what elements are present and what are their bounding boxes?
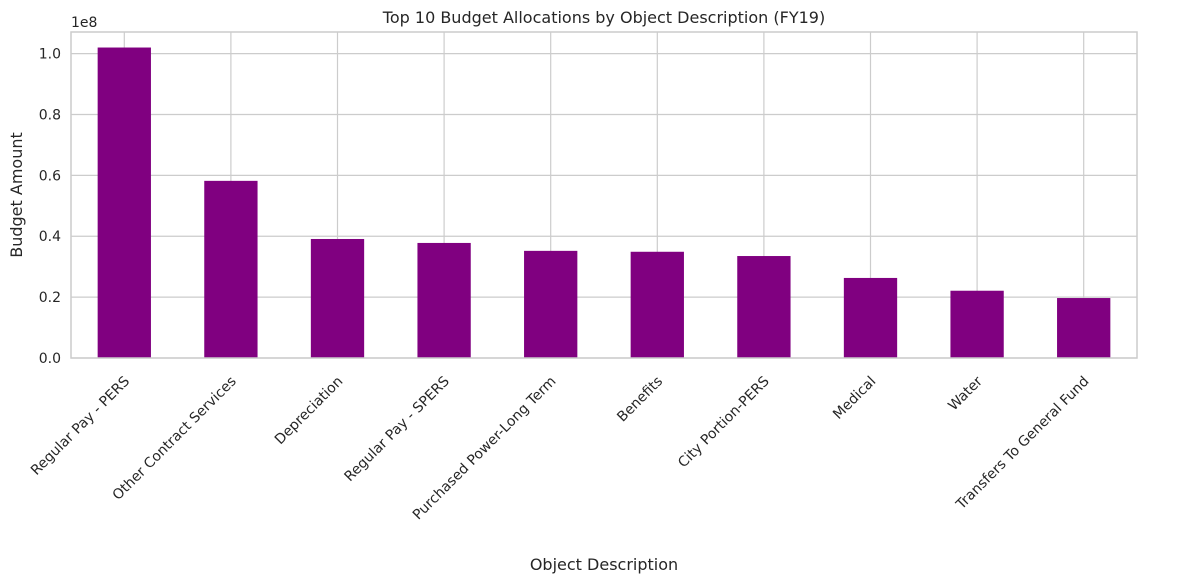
bar-benefits (630, 251, 684, 358)
y-tick-label: 0.8 (39, 107, 61, 123)
bar-medical (843, 277, 898, 358)
y-tick-label: 0.2 (39, 290, 61, 306)
y-tick-labels: 0.0 0.2 0.4 0.6 0.8 1.0 (39, 47, 61, 367)
y-axis-label: Budget Amount (7, 132, 26, 258)
x-tick-label: Benefits (614, 374, 666, 426)
bar-purchased-power-long-term (524, 250, 578, 358)
y-tick-label: 0.6 (39, 168, 61, 184)
x-tick-label: City Portion-PERS (675, 373, 773, 471)
bars (97, 47, 1111, 359)
bar-other-contract-services (204, 180, 258, 358)
x-tick-label: Water (945, 373, 986, 414)
x-tick-label: Depreciation (272, 374, 346, 448)
x-axis-label: Object Description (530, 555, 678, 574)
bar-water (950, 290, 1004, 358)
x-tick-label: Other Contract Services (110, 374, 240, 504)
bar-transfers-to-general-fund (1057, 298, 1111, 358)
y-tick-label: 1.0 (39, 47, 61, 63)
bar-regular-pay-pers (97, 47, 151, 359)
bar-depreciation (310, 238, 365, 358)
chart-title: Top 10 Budget Allocations by Object Desc… (382, 8, 825, 27)
y-tick-label: 0.4 (39, 229, 61, 245)
x-tick-label: Regular Pay - SPERS (342, 373, 453, 484)
plot-frame (70, 31, 1138, 359)
bar-city-portion-pers (737, 256, 791, 358)
x-tick-label: Medical (830, 374, 879, 423)
y-tick-label: 0.0 (39, 351, 61, 367)
x-tick-label: Regular Pay - PERS (28, 373, 133, 478)
y-axis-offset-label: 1e8 (71, 15, 97, 31)
bar-regular-pay-spers (417, 242, 471, 358)
